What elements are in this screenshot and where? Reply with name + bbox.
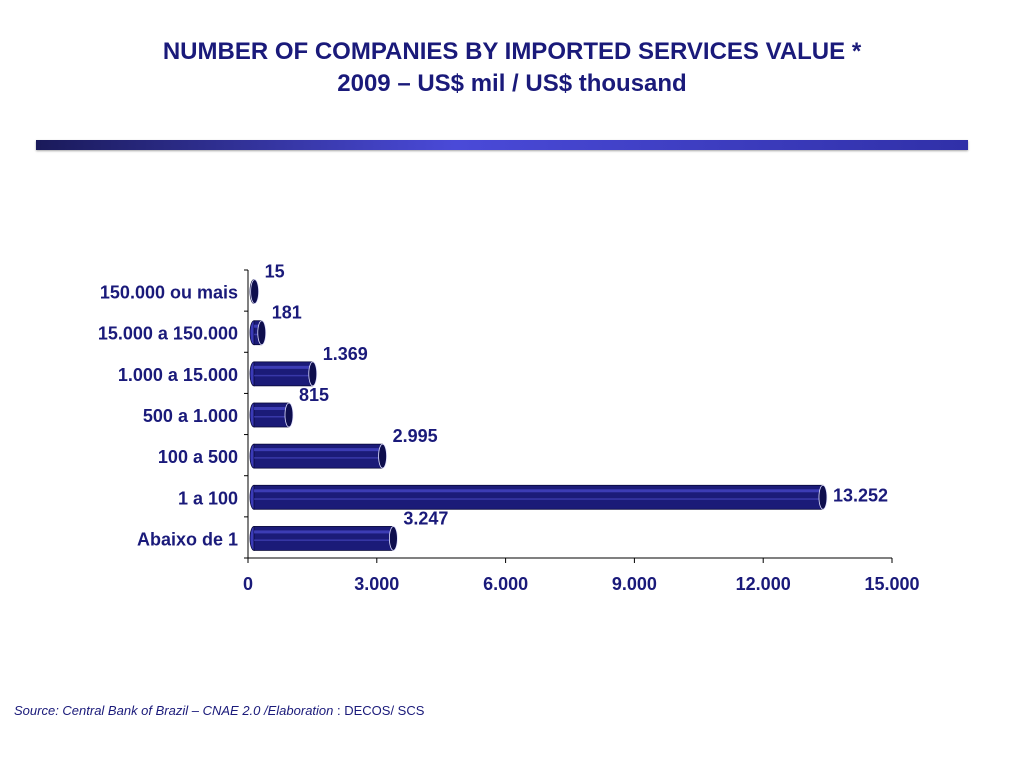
bar-body xyxy=(253,484,824,510)
bar-highlight-2 xyxy=(254,498,823,500)
source-elaboration: : DECOS/ SCS xyxy=(333,703,425,718)
bar-highlight xyxy=(254,324,262,328)
category-label: 15.000 a 150.000 xyxy=(98,324,238,344)
bar-highlight-2 xyxy=(254,539,394,541)
bar-body xyxy=(253,526,394,551)
value-label: 2.995 xyxy=(393,426,438,446)
bar-right-cap xyxy=(308,361,318,387)
bar-body xyxy=(253,443,383,469)
category-label: 100 a 500 xyxy=(158,447,238,467)
bar-highlight xyxy=(254,365,313,369)
source-note: Source: Central Bank of Brazil – CNAE 2.… xyxy=(14,703,424,718)
value-label: 1.369 xyxy=(323,344,368,364)
bar-highlight xyxy=(254,448,383,452)
category-label: Abaixo de 1 xyxy=(137,529,238,549)
bar-highlight-2 xyxy=(254,374,313,377)
value-label: 181 xyxy=(272,303,302,323)
x-tick-label: 15.000 xyxy=(864,574,919,594)
bar-highlight-2 xyxy=(254,457,383,459)
bar-highlight xyxy=(254,530,394,534)
category-label: 500 a 1.000 xyxy=(143,406,238,426)
category-label: 1 a 100 xyxy=(178,488,238,508)
category-label: 1.000 a 15.000 xyxy=(118,365,238,385)
bar-highlight xyxy=(254,489,823,493)
bar-right-cap xyxy=(284,402,294,428)
value-label: 15 xyxy=(265,262,285,282)
bar-right-cap xyxy=(818,484,828,510)
chart-title: NUMBER OF COMPANIES BY IMPORTED SERVICES… xyxy=(0,36,1024,100)
x-tick-label: 12.000 xyxy=(736,574,791,594)
bar-right-cap xyxy=(250,279,260,304)
title-line-1: NUMBER OF COMPANIES BY IMPORTED SERVICES… xyxy=(162,38,862,65)
value-label: 815 xyxy=(299,385,329,405)
category-label: 150.000 ou mais xyxy=(100,283,238,303)
x-tick-label: 0 xyxy=(243,574,253,594)
x-tick-label: 9.000 xyxy=(612,574,657,594)
bar-right-cap xyxy=(389,526,398,551)
source-citation: Source: Central Bank of Brazil – CNAE 2.… xyxy=(14,703,334,718)
bar-highlight xyxy=(254,407,289,410)
bar-body xyxy=(253,402,290,428)
value-label: 13.252 xyxy=(833,485,888,505)
title-divider xyxy=(36,140,968,150)
bar-right-cap xyxy=(257,320,267,346)
bar-highlight-2 xyxy=(254,416,289,418)
x-tick-label: 6.000 xyxy=(483,574,528,594)
value-label: 3.247 xyxy=(403,508,448,528)
bar-body xyxy=(253,361,314,387)
title-line-2: 2009 – US$ mil / US$ thousand xyxy=(337,70,687,97)
x-tick-label: 3.000 xyxy=(354,574,399,594)
bar-right-cap xyxy=(378,443,387,469)
